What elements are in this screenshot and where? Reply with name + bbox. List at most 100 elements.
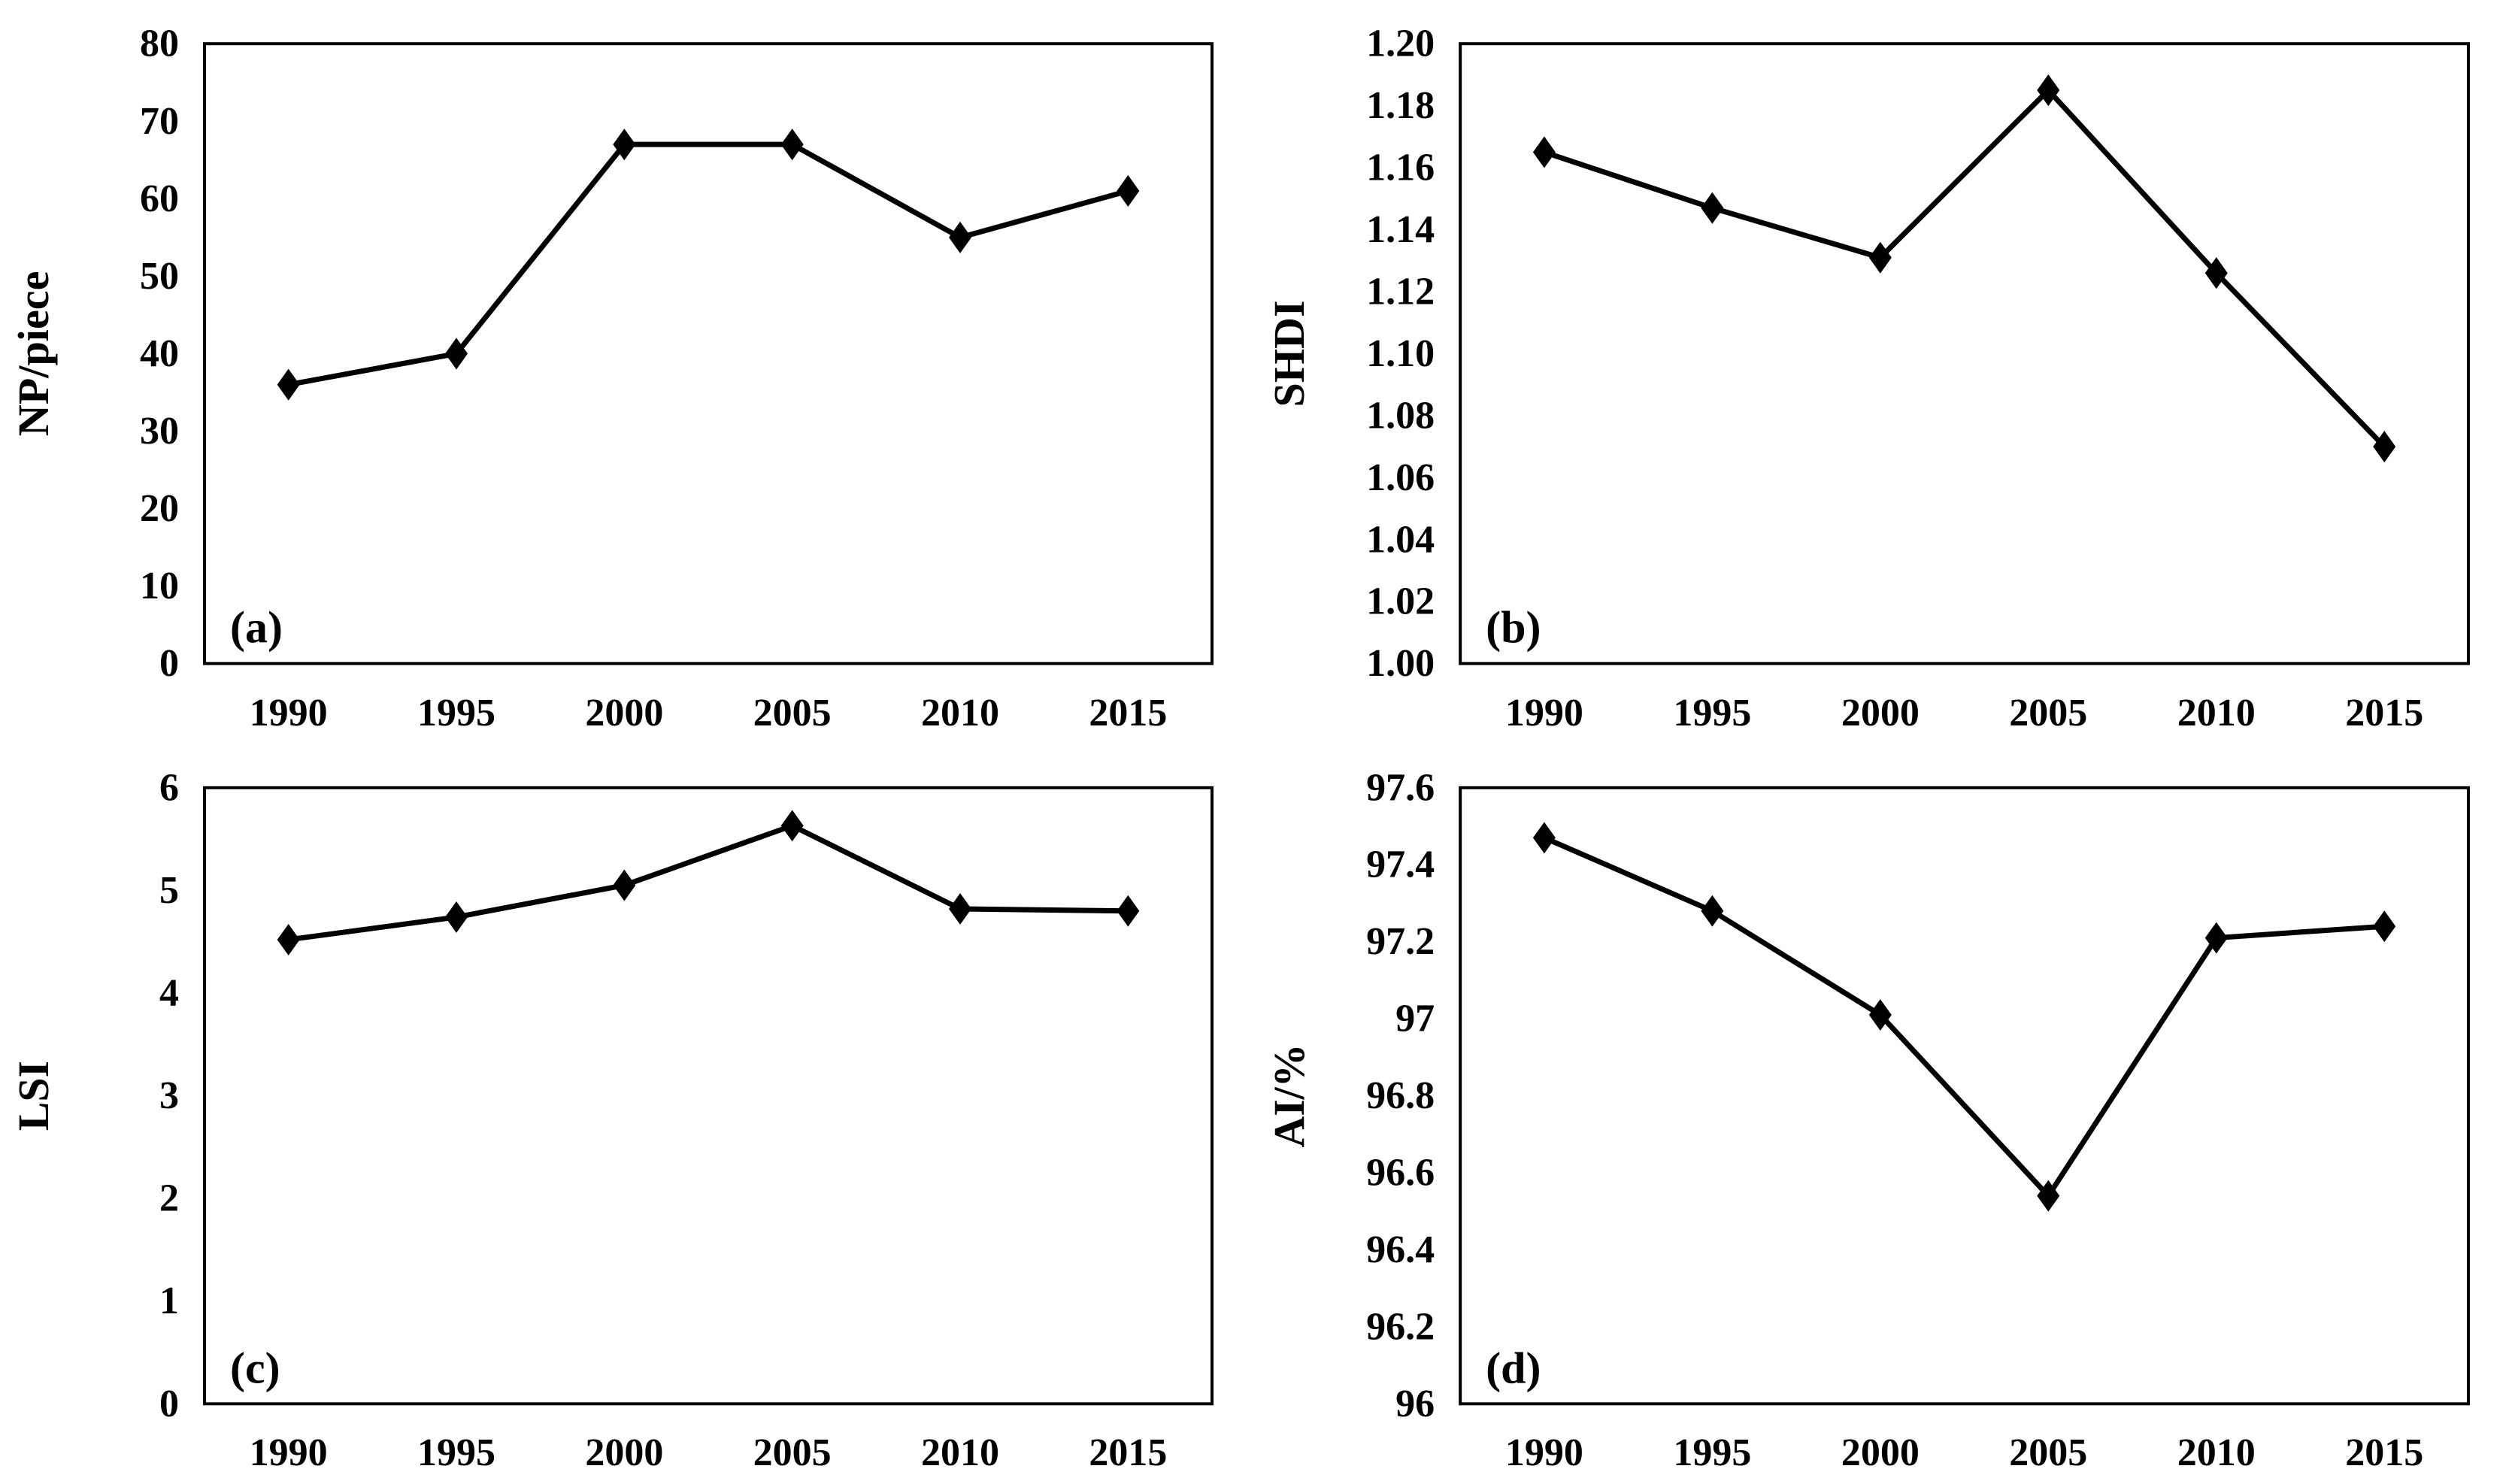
plot-border xyxy=(203,786,1214,1406)
data-point-marker xyxy=(1868,999,1892,1031)
data-point-marker xyxy=(780,810,804,842)
data-point-marker xyxy=(1701,192,1724,224)
x-tick-label: 2005 xyxy=(2009,1431,2087,1474)
data-point-marker xyxy=(1117,174,1140,207)
y-tick-label: 96.2 xyxy=(1366,1305,1435,1348)
x-tick-label: 2010 xyxy=(921,1431,999,1474)
data-point-marker xyxy=(445,901,468,933)
panel-letter: (a) xyxy=(230,602,283,653)
line-chart-np: 0 10 20 30 40 50 60 70 80 1990 1995 2000 2005 2010 201… xyxy=(9,23,1214,734)
x-tick-label: 2000 xyxy=(1841,692,1920,734)
y-tick-label: 1 xyxy=(159,1280,179,1322)
data-point-marker xyxy=(2373,431,2396,463)
y-tick-label: 1.08 xyxy=(1366,394,1435,437)
y-tick-label: 1.00 xyxy=(1366,642,1435,685)
data-point-marker xyxy=(613,869,636,901)
series-line xyxy=(1541,834,2387,1199)
x-tick-label: 2015 xyxy=(1089,692,1167,734)
data-point-marker xyxy=(277,368,300,401)
data-point-marker xyxy=(1532,136,1556,168)
chart-panel-d: 96 96.2 96.4 96.6 96.8 97 97.2 97.4 97.6 1990 1995… xyxy=(1256,744,2512,1484)
x-tick-label: 1990 xyxy=(1505,1431,1583,1474)
x-tick-label: 2000 xyxy=(585,692,663,734)
series-line xyxy=(1541,87,2387,450)
data-point-marker xyxy=(780,129,804,161)
y-tick-label: 30 xyxy=(140,410,179,453)
x-tick-label: 2010 xyxy=(2177,692,2256,734)
y-tick-label: 60 xyxy=(140,177,179,220)
y-tick-label: 5 xyxy=(159,869,179,912)
plot-border xyxy=(203,42,1214,665)
chart-panel-c: 0 1 2 3 4 5 6 1990 1995 2000 2005 2010 2015 LSI (c) xyxy=(0,744,1256,1484)
x-tick-label: 2010 xyxy=(2177,1431,2256,1474)
y-tick-label: 97 xyxy=(1395,998,1435,1040)
x-tick-label: 2005 xyxy=(753,692,832,734)
y-tick-label: 20 xyxy=(140,487,179,530)
panel-letter: (b) xyxy=(1486,603,1541,653)
x-tick-label: 2005 xyxy=(753,1431,832,1474)
data-point-marker xyxy=(949,893,971,925)
y-tick-label: 96.8 xyxy=(1366,1074,1435,1117)
y-axis-title: SHDI xyxy=(1265,300,1314,407)
x-tick-label: 1990 xyxy=(1505,692,1583,734)
y-axis-title: NP/piece xyxy=(9,271,58,437)
line-chart-lsi: 0 1 2 3 4 5 6 1990 1995 2000 2005 2010 2015 LSI (c) xyxy=(9,766,1214,1474)
y-tick-label: 96.6 xyxy=(1366,1152,1435,1195)
y-tick-label: 0 xyxy=(159,642,179,685)
line-chart-ai: 96 96.2 96.4 96.6 96.8 97 97.2 97.4 97.6 1990 1995… xyxy=(1265,766,2470,1474)
data-point-marker xyxy=(1117,895,1140,927)
x-tick-label: 1990 xyxy=(250,692,328,734)
series-line xyxy=(286,141,1131,388)
y-axis-title: AI/% xyxy=(1265,1044,1314,1148)
plot-border xyxy=(1459,42,2470,665)
y-tick-label: 80 xyxy=(140,23,179,65)
data-point-marker xyxy=(2204,257,2228,289)
x-tick-label: 2015 xyxy=(1089,1431,1167,1474)
data-point-marker xyxy=(2204,922,2228,954)
y-tick-label: 2 xyxy=(159,1177,179,1220)
chart-panel-b: 1.00 1.02 1.04 1.06 1.08 1.10 1.12 1.14 1.16 1.18… xyxy=(1256,0,2512,744)
line-chart-shdi: 1.00 1.02 1.04 1.06 1.08 1.10 1.12 1.14 1.16 1.18… xyxy=(1265,23,2470,734)
x-tick-label: 2015 xyxy=(2345,692,2423,734)
y-tick-label: 1.14 xyxy=(1366,208,1435,251)
y-axis-title: LSI xyxy=(9,1061,58,1131)
x-tick-label: 2000 xyxy=(585,1431,663,1474)
panel-letter: (d) xyxy=(1486,1343,1541,1393)
y-tick-label: 0 xyxy=(159,1383,179,1425)
plot-border xyxy=(1459,786,2470,1406)
y-tick-label: 1.20 xyxy=(1366,23,1435,65)
y-tick-label: 1.04 xyxy=(1366,518,1435,561)
data-point-marker xyxy=(445,338,468,370)
y-tick-label: 6 xyxy=(159,766,179,809)
y-tick-label: 97.6 xyxy=(1366,766,1435,809)
x-tick-label: 1990 xyxy=(250,1431,328,1474)
y-tick-label: 96 xyxy=(1395,1383,1435,1425)
data-point-marker xyxy=(1532,822,1556,854)
y-tick-label: 1.06 xyxy=(1366,456,1435,499)
data-point-marker xyxy=(1701,895,1724,927)
y-tick-label: 1.12 xyxy=(1366,270,1435,313)
x-tick-label: 2010 xyxy=(921,692,999,734)
y-tick-label: 1.02 xyxy=(1366,580,1435,623)
panel-letter: (c) xyxy=(230,1343,280,1392)
y-tick-label: 1.10 xyxy=(1366,332,1435,375)
chart-panel-a: 0 10 20 30 40 50 60 70 80 1990 1995 2000 2005 2010 201… xyxy=(0,0,1256,744)
x-tick-label: 1995 xyxy=(1673,692,1751,734)
y-tick-label: 97.2 xyxy=(1366,920,1435,963)
y-tick-label: 1.18 xyxy=(1366,84,1435,127)
data-point-marker xyxy=(2373,910,2396,943)
x-tick-label: 1995 xyxy=(417,1431,495,1474)
series-line xyxy=(286,822,1131,943)
x-tick-label: 1995 xyxy=(1673,1431,1751,1474)
y-tick-label: 4 xyxy=(159,972,179,1015)
y-tick-label: 50 xyxy=(140,255,179,298)
y-tick-label: 3 xyxy=(159,1074,179,1117)
y-tick-label: 97.4 xyxy=(1366,843,1435,886)
x-tick-label: 2000 xyxy=(1841,1431,1920,1474)
x-tick-label: 1995 xyxy=(417,692,495,734)
data-point-marker xyxy=(949,221,971,253)
y-tick-label: 10 xyxy=(140,565,179,607)
y-tick-label: 96.4 xyxy=(1366,1228,1435,1271)
x-tick-label: 2005 xyxy=(2009,692,2087,734)
